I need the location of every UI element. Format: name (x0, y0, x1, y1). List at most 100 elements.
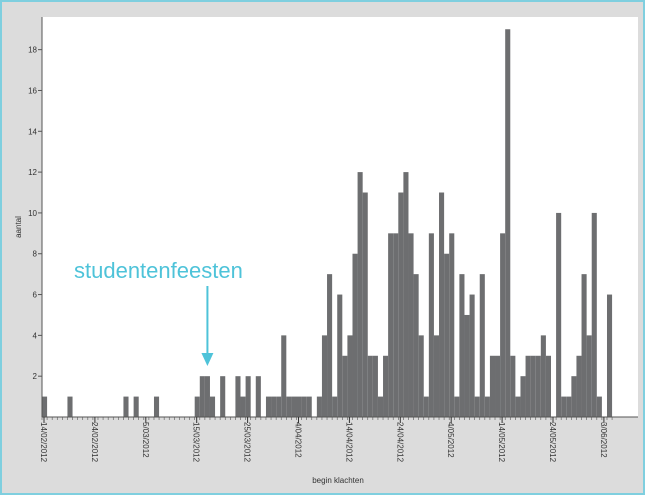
bar (423, 396, 429, 417)
y-axis: 2 4 6 8 10 12 14 16 18 (28, 17, 43, 417)
bar (306, 396, 312, 417)
x-axis-label: begin klachten (312, 476, 364, 485)
y-tick-label: 14 (28, 127, 37, 136)
bar (301, 396, 307, 417)
bar (357, 172, 363, 417)
x-tick-label: 14/04/2012 (344, 422, 353, 463)
bar (383, 355, 389, 417)
bar (444, 253, 450, 417)
bar (255, 376, 261, 417)
bar (439, 192, 445, 417)
bar (505, 29, 511, 418)
bar-series (42, 29, 613, 418)
y-axis-label: aantal (14, 216, 23, 238)
bar (464, 314, 470, 417)
bar (194, 396, 200, 417)
bar (199, 376, 205, 417)
x-tick-label: 5/03/2012 (141, 422, 150, 458)
y-tick-label: 18 (28, 46, 37, 55)
bar (347, 335, 353, 417)
bar (316, 396, 322, 417)
bar (418, 335, 424, 417)
bar (474, 396, 480, 417)
bar (133, 396, 139, 417)
y-tick-label: 6 (33, 291, 38, 300)
bar (591, 212, 597, 417)
y-tick-label: 8 (33, 250, 38, 259)
annotation-label: studentenfeesten (74, 258, 243, 283)
bar (530, 355, 536, 417)
bar (606, 294, 613, 417)
bar (571, 376, 577, 417)
bar (586, 335, 592, 417)
bar (321, 335, 328, 417)
bar (510, 355, 516, 417)
x-tick-label: 25/03/2012 (243, 422, 252, 463)
bar (596, 396, 602, 417)
bar (561, 396, 567, 417)
bar (459, 274, 465, 417)
bar (469, 294, 475, 417)
bar (265, 396, 272, 417)
bar (520, 376, 526, 417)
bar (352, 253, 358, 417)
x-tick-label: 24/02/2012 (90, 422, 99, 463)
annotation-arrow (201, 286, 214, 366)
bar (515, 396, 521, 417)
x-tick-label: 24/05/2012 (548, 422, 557, 463)
bar (220, 376, 226, 417)
x-axis: 14/02/2012 24/02/2012 5/03/2012 15/03/2012 2… (39, 416, 638, 463)
bar (291, 396, 297, 417)
bar (281, 335, 287, 417)
bar (67, 396, 73, 417)
bar (342, 355, 348, 417)
y-tick-label: 12 (28, 168, 37, 177)
bar (123, 396, 129, 417)
bar (428, 233, 434, 417)
bar (540, 335, 546, 417)
bar (484, 396, 490, 417)
bar (535, 355, 541, 417)
bar (413, 274, 419, 417)
bar (337, 294, 343, 417)
bar (403, 172, 409, 417)
bar (271, 396, 277, 417)
x-tick-label: 15/03/2012 (192, 422, 201, 463)
bar (286, 396, 292, 417)
bar (332, 396, 338, 417)
bar (209, 396, 216, 417)
x-tick-label: 14/02/2012 (39, 422, 48, 463)
bar (454, 396, 460, 417)
bar (377, 396, 384, 417)
bar (566, 396, 572, 417)
bar (235, 376, 241, 417)
bar (408, 233, 414, 417)
bar (479, 274, 485, 417)
x-tick-label: 24/04/2012 (395, 422, 404, 463)
x-tick-label: 4/04/2012 (294, 422, 303, 458)
bar (327, 274, 333, 417)
bar (545, 355, 551, 417)
bar (153, 396, 160, 417)
bar (489, 355, 496, 417)
bar (500, 233, 506, 417)
bar (398, 192, 404, 417)
bar (240, 396, 246, 417)
y-tick-label: 2 (33, 372, 38, 381)
bar (367, 355, 373, 417)
bar (449, 233, 455, 417)
bar (276, 396, 282, 417)
y-tick-label: 4 (33, 331, 38, 340)
y-tick-label: 16 (28, 86, 37, 95)
bar (388, 233, 394, 417)
bar (393, 233, 399, 417)
bar (245, 376, 251, 417)
bar (42, 396, 48, 417)
annotation-arrow-head (201, 353, 214, 366)
bar (495, 355, 501, 417)
bar (581, 274, 587, 417)
bar (204, 376, 210, 417)
bar (556, 212, 562, 417)
bar (362, 192, 368, 417)
